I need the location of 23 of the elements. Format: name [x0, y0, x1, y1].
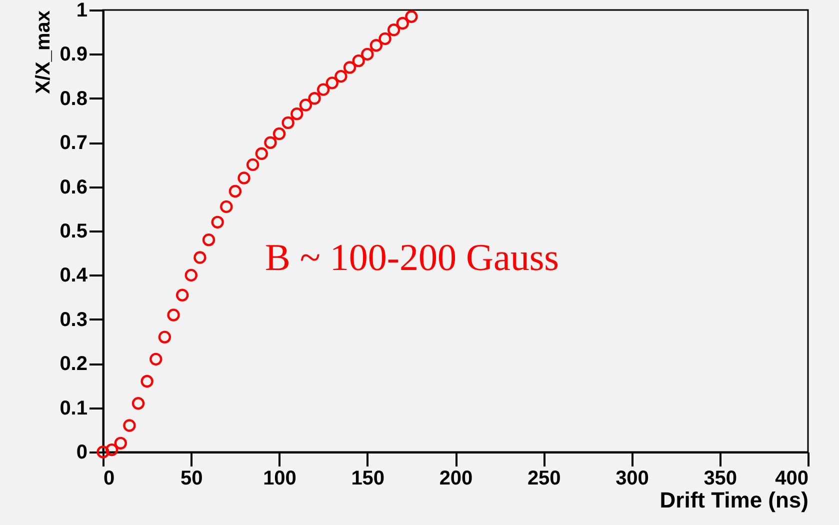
- x-tick-label: 200: [439, 468, 473, 490]
- x-tick-label: 0: [104, 468, 115, 490]
- y-axis-title: X/X_max: [32, 10, 55, 94]
- y-tick-label: 1: [76, 0, 88, 22]
- x-tick-label: 350: [704, 468, 738, 490]
- y-tick-label: 0.4: [60, 264, 88, 287]
- y-tick-label: 0.6: [60, 176, 88, 198]
- y-tick-label: 0.9: [60, 44, 88, 66]
- x-tick-label: 150: [351, 468, 385, 490]
- x-tick-label: 400: [775, 468, 808, 490]
- y-tick-label: 0.7: [60, 132, 88, 154]
- y-tick-label: 0.5: [60, 220, 88, 242]
- x-tick-label: 300: [616, 468, 649, 490]
- y-tick-label: 0.2: [60, 353, 88, 376]
- y-tick-label: 0: [76, 442, 88, 464]
- x-tick-label: 250: [527, 468, 561, 490]
- y-tick-label: 0.8: [60, 88, 88, 110]
- x-axis-title: Drift Time (ns): [660, 488, 808, 512]
- annotation: B ~ 100-200 Gauss: [265, 237, 559, 279]
- y-tick-label: 0.3: [60, 308, 88, 331]
- x-tick-label: 100: [263, 468, 296, 490]
- y-tick-label: 0.1: [60, 397, 88, 420]
- x-tick-label: 50: [180, 468, 203, 490]
